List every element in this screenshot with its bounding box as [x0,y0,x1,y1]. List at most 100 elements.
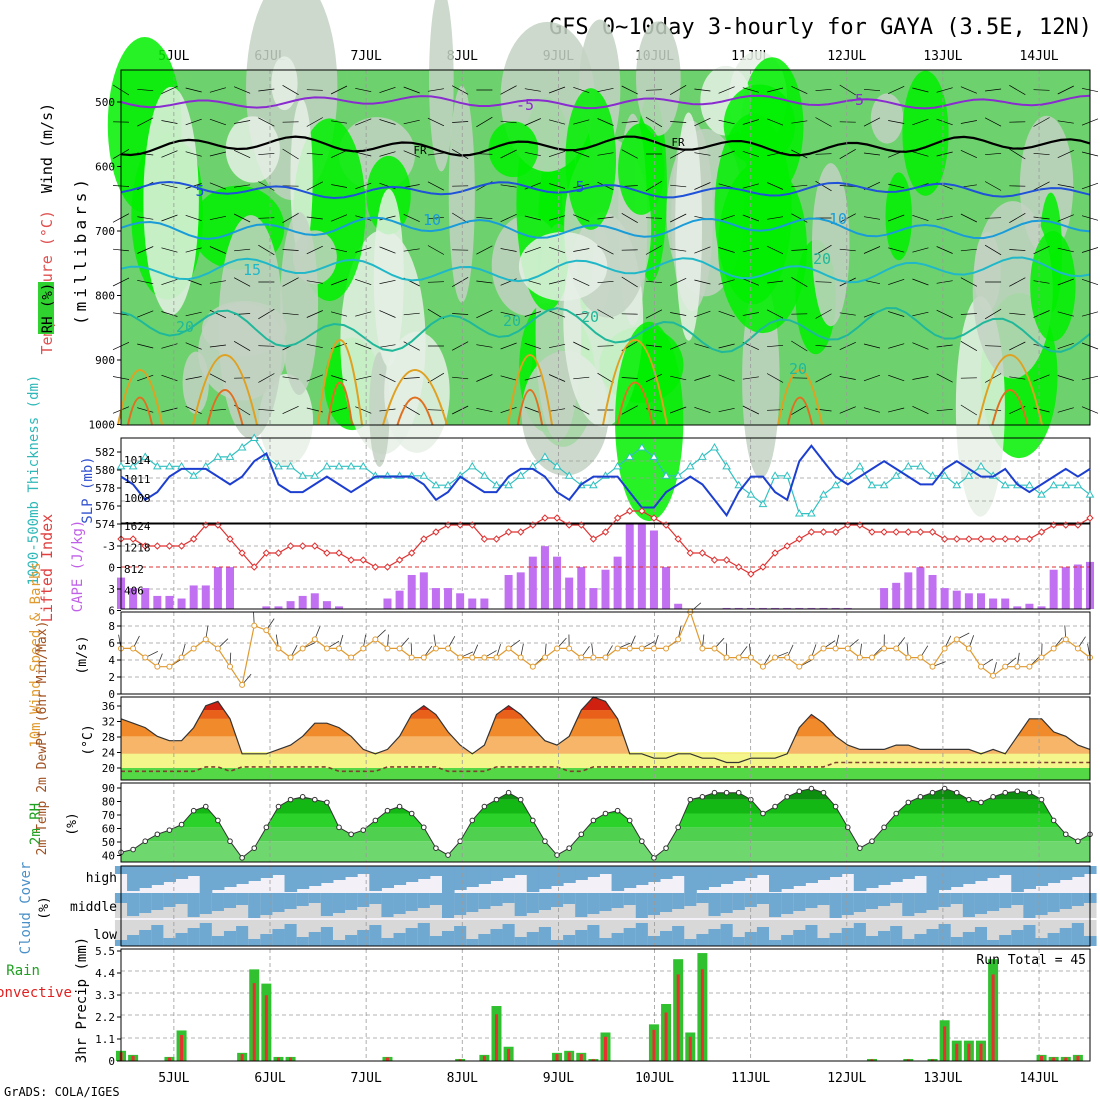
wind-barb [161,214,178,222]
wind-barb [839,312,856,316]
wind-speed-line-point [493,654,500,661]
rh-contour-patch [143,86,199,316]
high-cloud-bar [672,866,685,876]
cloud-level-label: high [86,871,117,886]
high-cloud-bar [211,866,225,890]
high-cloud-bar [684,866,697,893]
middle-cloud-bar [1059,893,1073,909]
pressure-tick-label: 1000 [89,419,116,432]
cape-tick-label: 1218 [124,542,151,555]
low-cloud-bar [393,933,407,946]
precip-convective-bar [979,1043,983,1061]
wind-barb [791,86,808,94]
wind-speed-line-point [178,654,185,661]
warm-isotherm [516,389,544,426]
wind-speed-line-point [893,645,900,652]
lifted-index-point [311,542,319,550]
wind-barb [670,278,687,286]
low-cloud-bar [1023,925,1036,946]
lifted-index-point [1037,528,1046,536]
precip-convective-bar [240,1054,244,1061]
rh-point [590,817,597,824]
cape-bar [504,574,513,609]
wind-barb [548,279,566,285]
rh-point [517,796,524,803]
precip-convective-bar [482,1055,486,1061]
precip-tick-label: 1.1 [95,1033,115,1046]
wind-speed-line-point [384,645,391,652]
wind-speed-line-point [1002,663,1009,670]
wind-barb [1057,85,1074,95]
wind-barb [524,151,541,157]
thickness-line-point [1000,480,1010,489]
cape-bar [795,607,804,609]
wind-speed-line-point [372,636,379,643]
wind-barb [597,245,614,255]
high-cloud-bar [429,866,443,876]
wind-barb [815,88,832,92]
wind-barb [1033,280,1050,284]
high-cloud-bar [163,866,177,882]
wind-speed-line-point [1026,663,1033,670]
cape-axis-label: CAPE (J/kg) [70,520,86,613]
wind-barb [476,407,493,413]
lifted-index-point [177,542,186,550]
cape-bar [468,598,477,609]
low-cloud-bar [575,930,588,946]
wind-barb [912,247,929,253]
slp-panel-frame [120,437,1091,524]
wind-speed-line-point [457,654,464,661]
wind-speed-line-point [929,663,936,670]
wind-barb [912,118,929,126]
wind-speed-line-point [541,654,548,661]
rh-point [675,824,681,831]
thickness-line-point [649,452,659,460]
cloud-level-label: middle [70,900,117,915]
wind-barb [645,373,663,383]
thickness-line-point [431,480,441,489]
low-cloud-bar [332,940,346,946]
low-cloud-bar [381,938,395,946]
thickness-line-point [358,461,368,470]
temperature-isotherm [120,94,1091,110]
wind-barb [548,183,566,189]
rh-point [166,827,173,833]
low-cloud-bar [417,923,431,946]
wind-barb [645,89,662,91]
middle-cloud-bar [393,893,407,914]
precip-convective-bar [591,1059,595,1061]
wind-barb [863,246,881,254]
rh-point [1062,831,1069,838]
thickness-line-point [734,480,744,489]
lifted-index-point [589,535,598,543]
low-cloud-bar [987,920,1000,946]
thickness-line-point [1073,480,1083,489]
lifted-index-point [965,535,973,543]
wind-speed-line-point [905,654,912,661]
rh-point [154,831,161,838]
middle-cloud-bar [1035,893,1049,915]
high-cloud-bar [284,866,298,892]
cape-panel-labels: Lifted Index CAPE (J/kg) [38,514,86,622]
wind-barb [282,249,299,251]
bottom-date-label: 11JUL [731,1071,770,1086]
wind-barb [742,312,759,316]
rh-tick-label: 50 [102,836,115,849]
low-cloud-bar [296,937,310,946]
wind-barb [863,343,881,349]
rh-panel-labels: 2m RH (%) [28,803,80,845]
cape-bar [298,595,307,609]
lifted-index-point [226,535,234,543]
middle-cloud-bar [357,893,370,907]
thickness-line-point [237,442,247,451]
low-cloud-bar [1071,923,1085,946]
wind-tick-label: 2 [108,671,115,684]
low-cloud-bar [672,926,685,946]
precip-convective-bar [579,1054,583,1061]
bottom-date-label: 9JUL [543,1071,574,1086]
wind-barb [936,246,953,254]
wind-barb [500,248,517,252]
cape-bar [880,588,889,609]
wind-barb [718,310,735,318]
li-tick-label: 3 [108,583,115,596]
